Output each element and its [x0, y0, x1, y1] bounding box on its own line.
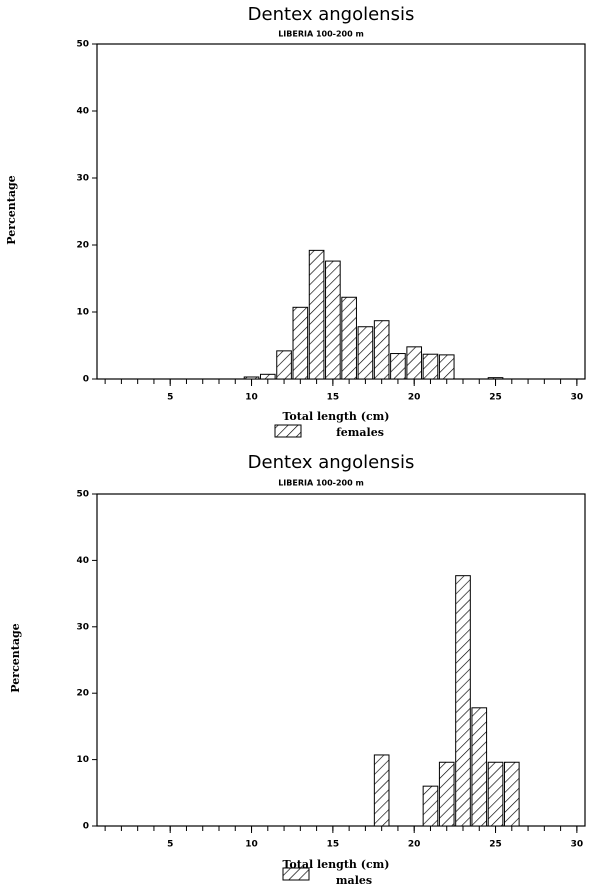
- y-tick-label: 30: [76, 174, 89, 184]
- y-tick-label: 0: [83, 375, 89, 385]
- bar: [422, 353, 439, 380]
- bar: [325, 260, 341, 380]
- x-tick-label: 30: [571, 393, 584, 403]
- chart-title: Dentex angolensis: [248, 452, 415, 473]
- x-tick-label: 20: [408, 393, 421, 403]
- y-tick-label: 0: [83, 822, 89, 832]
- bar: [373, 320, 390, 380]
- bar: [390, 353, 406, 380]
- legend-swatch: [282, 867, 310, 881]
- x-tick-label: 5: [167, 393, 173, 403]
- y-tick-label: 50: [76, 40, 89, 50]
- bar: [341, 296, 357, 380]
- y-tick-label: 10: [76, 755, 89, 765]
- bar: [243, 376, 260, 380]
- y-tick-label: 40: [76, 107, 89, 117]
- x-tick-label: 25: [489, 393, 502, 403]
- y-tick-label: 20: [76, 689, 89, 699]
- x-tick-label: 30: [571, 840, 584, 850]
- bar: [373, 754, 390, 827]
- bar: [438, 761, 455, 827]
- x-tick-label: 25: [489, 840, 502, 850]
- bar: [357, 326, 374, 380]
- legend-label: males: [336, 874, 372, 887]
- chart-subtitle: LIBERIA 100-200 m: [278, 30, 364, 39]
- y-tick-label: 10: [76, 308, 89, 318]
- legend-swatch: [274, 424, 302, 438]
- plot-frame: [96, 493, 586, 827]
- bar: [487, 377, 504, 380]
- x-tick-label: 5: [167, 840, 173, 850]
- bar: [487, 761, 504, 827]
- bar: [292, 306, 309, 380]
- bar: [308, 249, 325, 380]
- y-tick-label: 30: [76, 622, 89, 632]
- x-tick-label: 10: [245, 840, 258, 850]
- bar: [422, 785, 439, 827]
- x-tick-label: 10: [245, 393, 258, 403]
- y-tick-label: 50: [76, 490, 89, 500]
- y-axis-label: Percentage: [5, 175, 18, 244]
- legend-label: females: [336, 426, 384, 439]
- bar: [259, 373, 276, 380]
- bar: [406, 346, 423, 380]
- bar: [471, 707, 488, 827]
- bar: [438, 354, 455, 380]
- x-tick-label: 15: [327, 840, 340, 850]
- chart-subtitle: LIBERIA 100-200 m: [278, 479, 364, 488]
- y-tick-label: 20: [76, 241, 89, 251]
- chart-title: Dentex angolensis: [248, 4, 415, 25]
- bar: [503, 761, 520, 827]
- plot-frame: [96, 43, 586, 380]
- y-tick-label: 40: [76, 556, 89, 566]
- bar: [455, 575, 471, 827]
- x-axis-label: Total length (cm): [283, 410, 390, 423]
- x-tick-label: 15: [327, 393, 340, 403]
- bar: [276, 350, 292, 380]
- y-axis-label: Percentage: [9, 623, 22, 692]
- x-tick-label: 20: [408, 840, 421, 850]
